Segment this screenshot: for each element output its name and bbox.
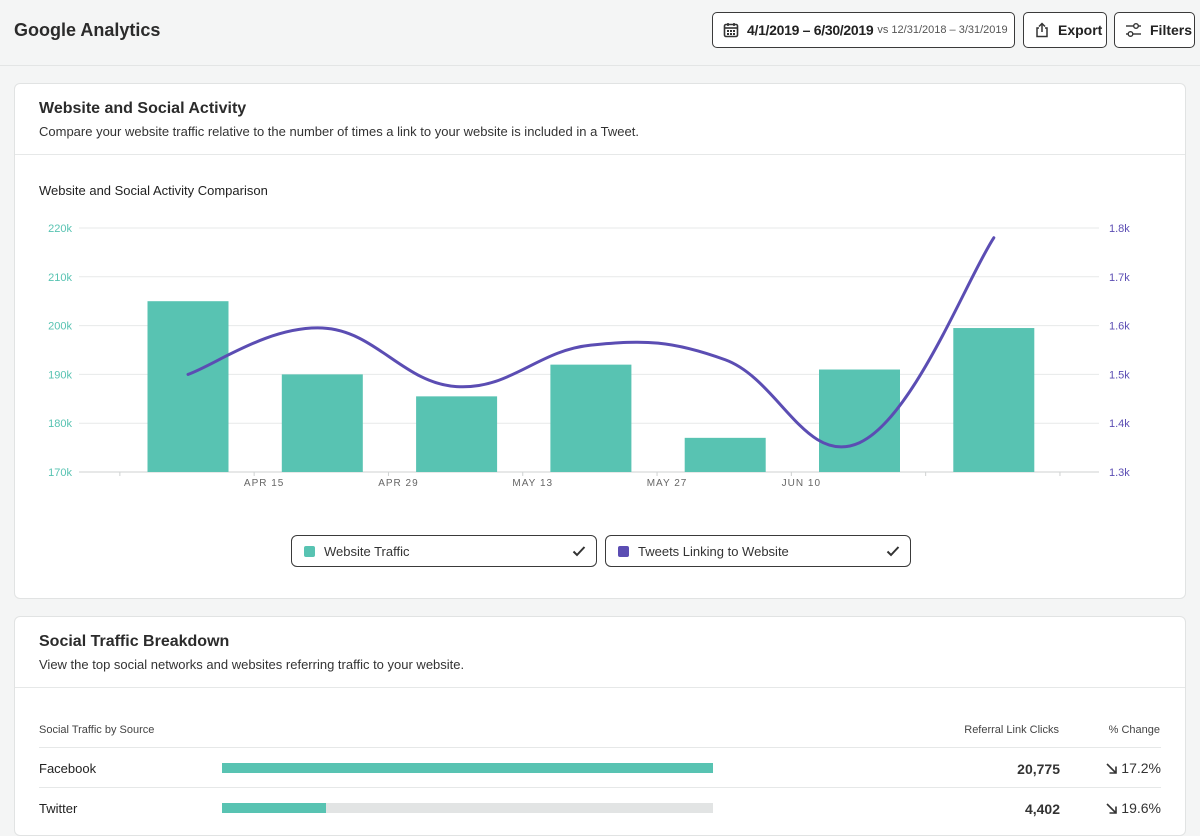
x-tick-label: MAY 27 <box>647 478 688 489</box>
y-right-tick-label: 1.7k <box>1109 272 1130 284</box>
x-tick-label: MAY 13 <box>512 478 553 489</box>
y-right-tick-label: 1.5k <box>1109 369 1130 381</box>
export-icon <box>1036 22 1048 38</box>
app-title: Google Analytics <box>14 20 161 40</box>
bar-website-traffic <box>416 396 498 472</box>
x-tick-label: JUN 10 <box>782 478 821 489</box>
x-tick-label: APR 15 <box>244 478 284 489</box>
legend-label-tweets: Tweets Linking to Website <box>638 543 789 559</box>
bar-website-traffic <box>147 301 229 472</box>
share-bar-track <box>222 803 713 813</box>
source-name: Twitter <box>39 801 78 816</box>
y-right-tick-label: 1.6k <box>1109 321 1130 333</box>
y-left-tick-label: 220k <box>48 223 72 235</box>
legend-label-traffic: Website Traffic <box>324 543 410 559</box>
checkmark-icon <box>886 546 900 557</box>
y-right-tick-label: 1.8k <box>1109 223 1130 235</box>
date-compare-text: vs 12/31/2018 – 3/31/2019 <box>877 24 1008 36</box>
column-header-change: % Change <box>1108 724 1160 736</box>
share-bar-track <box>222 763 713 773</box>
date-range-text: 4/1/2019 – 6/30/2019 <box>747 22 874 38</box>
bar-website-traffic <box>550 364 632 472</box>
sliders-icon <box>1126 23 1141 37</box>
percent-change: 19.6% <box>1105 800 1161 816</box>
checkmark-icon <box>572 546 586 557</box>
y-left-tick-label: 200k <box>48 321 72 333</box>
export-button[interactable]: Export <box>1023 12 1107 48</box>
percent-change-value: 19.6% <box>1121 800 1161 816</box>
table-row[interactable]: Twitter 4,402 19.6% <box>39 787 1161 827</box>
social-traffic-breakdown-card: Social Traffic Breakdown View the top so… <box>14 616 1186 836</box>
calendar-icon <box>723 23 739 38</box>
legend-swatch-tweets <box>618 545 629 557</box>
legend-toggle-tweets[interactable]: Tweets Linking to Website <box>605 535 911 567</box>
export-label: Export <box>1058 22 1103 38</box>
legend-toggle-website-traffic[interactable]: Website Traffic <box>291 535 597 567</box>
filters-button[interactable]: Filters <box>1114 12 1195 48</box>
chart-title: Website and Social Activity Comparison <box>39 183 268 198</box>
y-left-tick-label: 210k <box>48 272 72 284</box>
column-header-clicks: Referral Link Clicks <box>964 724 1059 736</box>
percent-change-value: 17.2% <box>1121 760 1161 776</box>
table-row[interactable]: Facebook 20,775 17.2% <box>39 747 1161 787</box>
x-tick-label: APR 29 <box>378 478 418 489</box>
source-name: Facebook <box>39 761 97 776</box>
line-tweets-linking <box>186 236 996 449</box>
card-title: Website and Social Activity <box>39 100 247 117</box>
percent-change: 17.2% <box>1105 760 1161 776</box>
arrow-down-right-icon <box>1106 762 1118 774</box>
legend-swatch-traffic <box>304 545 315 557</box>
top-header: Google Analytics 4/1/2019 – 6/30/2019 vs… <box>0 0 1200 66</box>
share-bar-fill <box>222 763 713 773</box>
card-header: Website and Social Activity Compare your… <box>15 84 1185 155</box>
card-title: Social Traffic Breakdown <box>39 633 230 650</box>
referral-clicks: 20,775 <box>1017 761 1060 777</box>
arrow-down-right-icon <box>1106 802 1118 814</box>
y-right-tick-label: 1.3k <box>1109 467 1130 479</box>
bar-website-traffic <box>684 437 766 472</box>
y-right-tick-label: 1.4k <box>1109 418 1130 430</box>
card-subtitle: View the top social networks and website… <box>39 657 465 672</box>
bar-website-traffic <box>281 374 363 472</box>
filters-label: Filters <box>1150 22 1193 38</box>
share-bar-fill <box>222 803 327 813</box>
date-range-button[interactable]: 4/1/2019 – 6/30/2019 vs 12/31/2018 – 3/3… <box>712 12 1015 48</box>
y-left-tick-label: 190k <box>48 369 72 381</box>
column-header-source: Social Traffic by Source <box>39 724 155 736</box>
website-social-activity-card: Website and Social Activity Compare your… <box>14 83 1186 599</box>
bar-website-traffic <box>953 328 1035 472</box>
y-left-tick-label: 180k <box>48 418 72 430</box>
y-left-tick-label: 170k <box>48 467 72 479</box>
referral-clicks: 4,402 <box>1024 801 1060 817</box>
card-header: Social Traffic Breakdown View the top so… <box>15 617 1185 688</box>
card-subtitle: Compare your website traffic relative to… <box>39 124 639 139</box>
activity-chart: 220k 1.8k 210k 1.7k 200k 1.6k 190k 1.5k 180k 1.4k… <box>48 223 1130 489</box>
